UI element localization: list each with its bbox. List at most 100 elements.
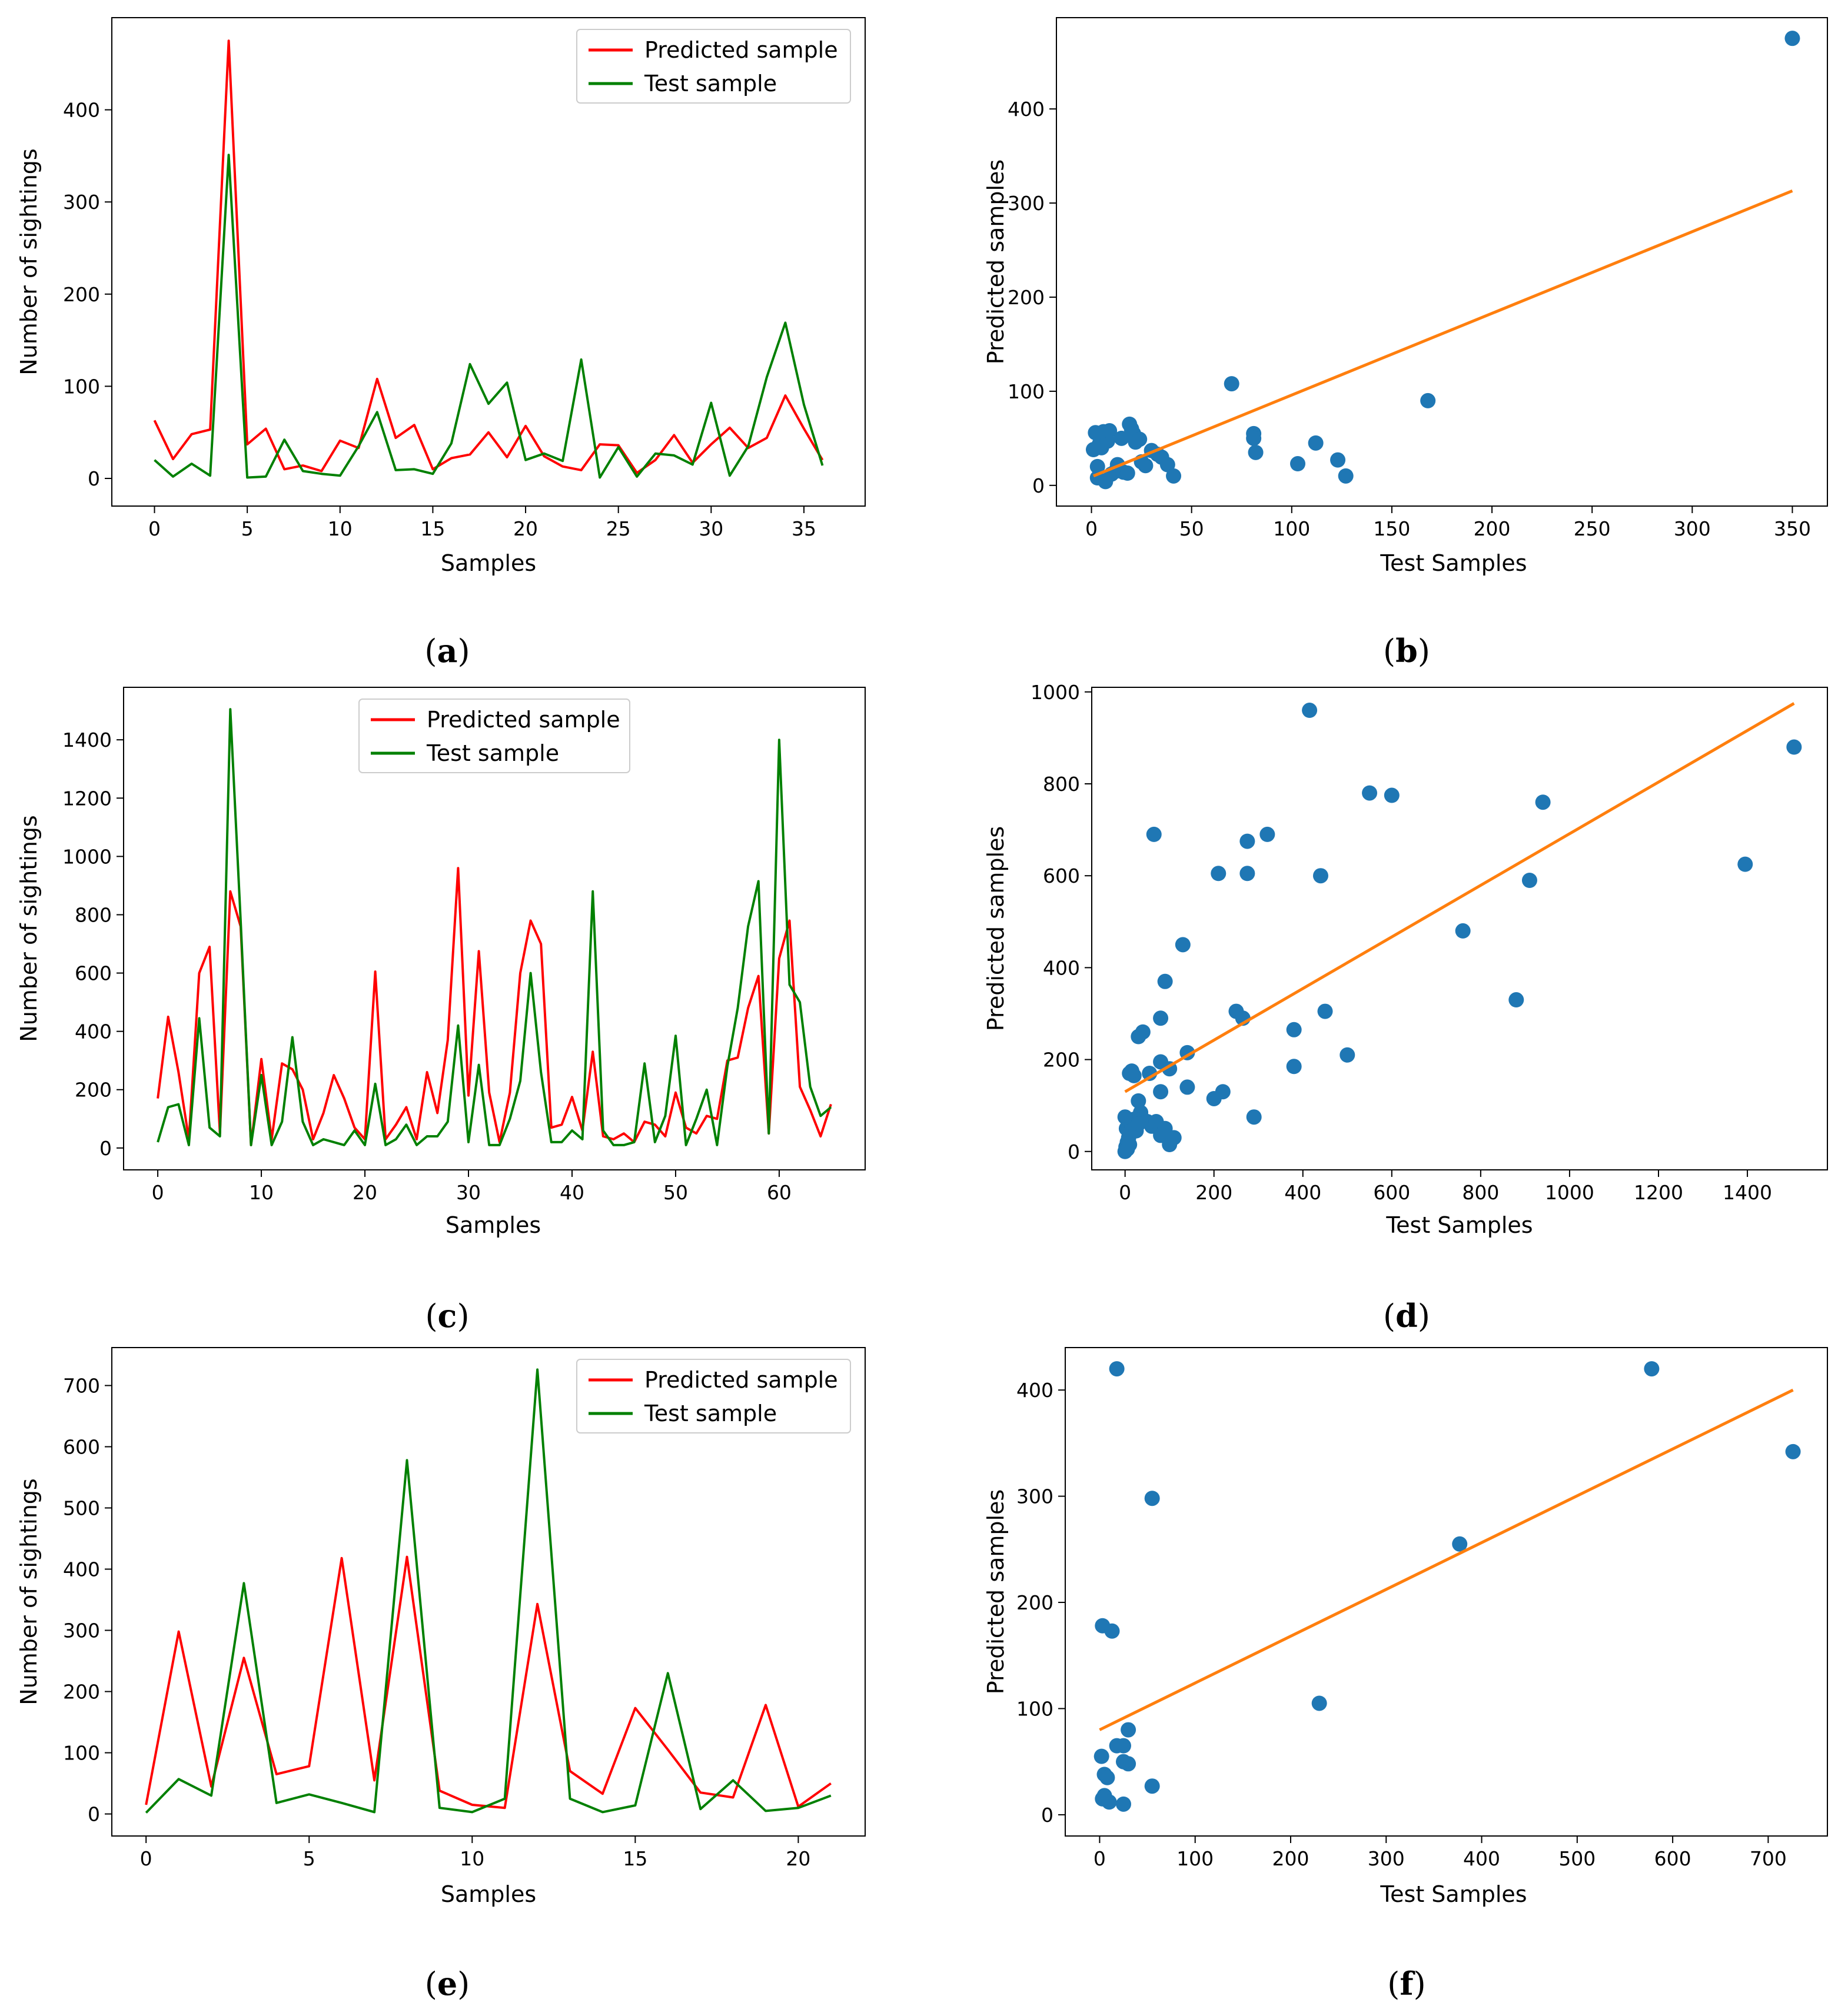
panel-e-x-axis-label: Samples — [441, 1881, 536, 1907]
panel-d-plot-frame — [1091, 687, 1828, 1170]
panel-c-legend-box — [358, 699, 630, 773]
panel-b-xtick-label: 50 — [1179, 517, 1204, 540]
panel-d-scatter-point — [1122, 1137, 1138, 1153]
panel-f-ytick-label: 100 — [1016, 1697, 1053, 1720]
panel-e-legend: Predicted sample Test sample — [576, 1359, 851, 1433]
panel-f-ytick-label: 400 — [1016, 1379, 1053, 1402]
panel-c-legend-test-label: Test sample — [426, 740, 559, 766]
panel-d-fit-line — [1124, 702, 1795, 1093]
panel-a-legend-box — [576, 29, 851, 104]
panel-f-y-axis-label: Predicted samples — [983, 1489, 1009, 1694]
panel-c-xtick-label: 30 — [456, 1181, 481, 1204]
panel-b-xtick-label: 250 — [1574, 517, 1611, 540]
panel-f-xtick-label: 0 — [1093, 1847, 1106, 1870]
panel-e-ytick-label: 700 — [63, 1374, 100, 1397]
panel-d-xtick-label: 800 — [1462, 1181, 1499, 1204]
panel-e-plot-frame — [111, 1347, 866, 1837]
panel-a-xtick-label: 25 — [606, 517, 631, 540]
panel-d-scatter-point — [1162, 1137, 1178, 1153]
panel-d-xtick-label: 600 — [1373, 1181, 1410, 1204]
panel-d-scatter-point — [1384, 787, 1400, 803]
panel-c-y-axis-label: Number of sightings — [16, 815, 42, 1042]
panel-d-xtick-label: 1400 — [1723, 1181, 1772, 1204]
panel-f-scatter-point — [1785, 1443, 1801, 1459]
panel-c-xtick-label: 60 — [767, 1181, 792, 1204]
panel-c-ytick-label: 1200 — [62, 787, 112, 810]
panel-d-scatter-point — [1135, 1024, 1151, 1040]
panel-c-ytick-label: 400 — [75, 1020, 112, 1043]
panel-a-xtick-label: 5 — [241, 517, 254, 540]
panel-b-caption: (b) — [1383, 632, 1430, 670]
panel-b-plot-frame — [1056, 17, 1828, 507]
panel-d-scatter-point — [1146, 826, 1162, 842]
panel-d-scatter-point — [1153, 1010, 1169, 1026]
panel-d-scatter-point — [1211, 866, 1227, 882]
panel-b-ytick-label: 0 — [1032, 474, 1045, 497]
panel-c-ytick-label: 600 — [75, 962, 112, 985]
panel-f-scatter-point — [1144, 1491, 1160, 1506]
panel-b-scatter-point — [1224, 376, 1239, 392]
panel-a-xtick-label: 20 — [513, 517, 538, 540]
panel-e-ytick-label: 100 — [63, 1742, 100, 1765]
panel-f-ytick-label: 0 — [1041, 1804, 1053, 1827]
panel-d-scatter-point — [1246, 1109, 1262, 1125]
panel-e-legend-box — [576, 1359, 851, 1433]
panel-d-scatter-point — [1455, 923, 1471, 939]
panel-d-scatter-point — [1737, 856, 1753, 872]
panel-d-scatter-point — [1317, 1003, 1333, 1019]
panel-e-series-predicted-line — [145, 1555, 832, 1810]
panel-d-scatter-chart: 0 200 400 600 800 1000 1200 1400 0 200 400 600 800 10… — [983, 681, 1828, 1335]
panel-a-y-axis-label: Number of sightings — [16, 148, 42, 375]
panel-b-ytick-label: 200 — [1008, 286, 1045, 309]
panel-b-xtick-label: 200 — [1474, 517, 1511, 540]
panel-d-scatter-point — [1286, 1022, 1302, 1037]
panel-b-scatter-point — [1166, 468, 1182, 484]
panel-e-caption-letter: e — [437, 1965, 457, 2003]
panel-d-ytick-label: 0 — [1068, 1140, 1080, 1163]
panel-d-scatter-point — [1215, 1084, 1231, 1100]
panel-d-scatter-point — [1131, 1116, 1146, 1132]
panel-e-xtick-label: 5 — [303, 1847, 315, 1870]
panel-b-scatter-point — [1420, 393, 1436, 408]
panel-f-xtick-label: 200 — [1272, 1847, 1309, 1870]
panel-e-ytick-label: 200 — [63, 1681, 100, 1704]
panel-e-xtick-label: 20 — [786, 1847, 810, 1870]
panel-b-scatter-point — [1159, 457, 1175, 473]
panel-d-scatter-point — [1239, 833, 1255, 849]
panel-d-ytick-label: 1000 — [1031, 681, 1080, 704]
panel-c-ytick-label: 0 — [99, 1137, 112, 1160]
panel-a-x-axis-label: Samples — [441, 550, 536, 576]
panel-f-ytick-label: 300 — [1016, 1485, 1053, 1508]
panel-e-series-test-line — [145, 1368, 832, 1814]
panel-c-xtick-label: 40 — [560, 1181, 584, 1204]
panel-d-scatter-point — [1124, 1063, 1139, 1079]
panel-a-ytick-label: 300 — [63, 191, 100, 214]
panel-a-ytick-label: 400 — [63, 99, 100, 122]
panel-c-caption-letter: c — [438, 1297, 457, 1335]
panel-f-fit-line — [1099, 1388, 1794, 1731]
panel-c-ytick-label: 800 — [75, 903, 112, 926]
panel-f-scatter-point — [1093, 1748, 1109, 1764]
panel-d-scatter-point — [1535, 794, 1551, 810]
panel-f-scatter-point — [1115, 1754, 1131, 1769]
panel-f-scatter-point — [1121, 1722, 1136, 1738]
panel-b-scatter-point — [1248, 444, 1264, 460]
panel-f-scatter-point — [1452, 1536, 1468, 1552]
panel-a-ytick-label: 200 — [63, 283, 100, 306]
panel-c-xtick-label: 50 — [663, 1181, 688, 1204]
panel-f-scatter-point — [1109, 1361, 1125, 1377]
panel-d-scatter-point — [1259, 826, 1275, 842]
panel-d-scatter-point — [1340, 1047, 1355, 1063]
panel-b-xtick-label: 300 — [1674, 517, 1711, 540]
panel-d-scatter-point — [1508, 992, 1524, 1008]
panel-b-scatter-point — [1784, 31, 1800, 46]
panel-f-scatter-chart: 0 100 200 300 400 500 600 700 0 100 200 300 400 Test… — [983, 1347, 1828, 2003]
panel-c-xtick-label: 20 — [353, 1181, 377, 1204]
panel-f-plot-frame — [1065, 1347, 1828, 1837]
panel-a-xtick-label: 35 — [792, 517, 816, 540]
panel-f-xtick-label: 600 — [1654, 1847, 1691, 1870]
panel-a-ytick-label: 0 — [88, 467, 100, 490]
panel-c-caption: (c) — [425, 1297, 469, 1335]
